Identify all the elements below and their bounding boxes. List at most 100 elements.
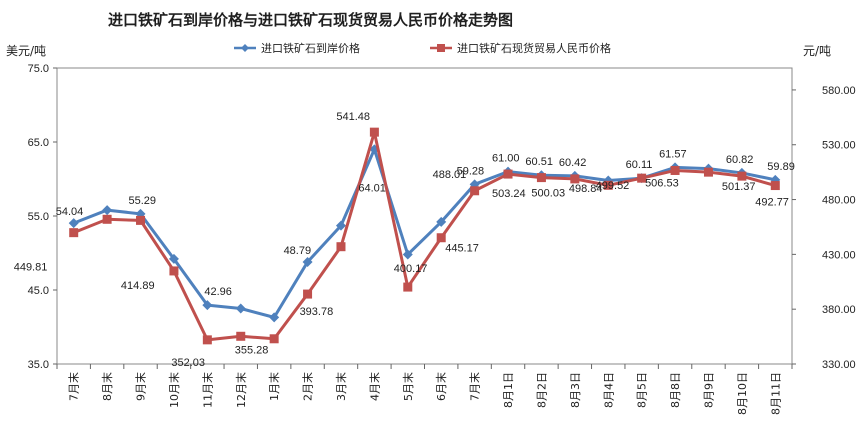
legend-entry: 进口铁矿石到岸价格 <box>261 41 360 55</box>
chart-title: 进口铁矿石到岸价格与进口铁矿石现货贸易人民币价格走势图 <box>108 11 513 29</box>
x-tick-label: 12月末 <box>234 372 248 408</box>
x-tick-label: 8月2日 <box>535 372 548 408</box>
x-tick-label: 3月末 <box>334 372 348 401</box>
x-tick-label: 11月末 <box>200 372 214 408</box>
data-label: 61.00 <box>492 153 520 165</box>
data-point <box>770 181 780 191</box>
data-label: 499.52 <box>596 180 630 192</box>
data-point <box>436 233 446 243</box>
data-point <box>436 216 447 227</box>
left-tick-label: 35.0 <box>28 359 49 371</box>
x-tick-label: 2月末 <box>301 372 315 401</box>
data-label: 445.17 <box>445 243 479 255</box>
x-tick-label: 7月末 <box>67 372 81 401</box>
data-point <box>68 218 79 229</box>
right-tick-label: 480.00 <box>822 195 856 207</box>
data-label: 60.42 <box>559 157 587 169</box>
data-label: 59.89 <box>767 161 795 173</box>
data-label: 352.03 <box>171 357 205 369</box>
data-label: 492.77 <box>755 197 789 209</box>
axes: 35.0 45.0 55.0 65.0 75.0 330.00 380.00 430.00 48… <box>28 63 856 415</box>
data-point <box>603 180 613 190</box>
data-point <box>403 282 413 292</box>
x-tick-label: 9月末 <box>134 372 148 401</box>
data-point <box>536 173 546 183</box>
data-point <box>570 174 580 184</box>
data-point <box>269 312 280 323</box>
data-point <box>202 300 213 311</box>
data-point <box>302 256 313 267</box>
x-tick-label: 6月末 <box>434 372 448 401</box>
series-line <box>73 147 776 319</box>
left-tick-label: 75.0 <box>28 63 49 75</box>
x-tick-label: 8月9日 <box>702 372 715 408</box>
x-tick-label: 8月3日 <box>569 372 582 408</box>
data-point <box>503 169 513 179</box>
data-label: 59.28 <box>457 165 485 177</box>
data-point <box>235 303 246 314</box>
x-tick-label: 8月5日 <box>636 372 649 408</box>
data-point <box>637 173 647 183</box>
right-tick-label: 580.00 <box>822 85 856 97</box>
data-point <box>737 171 747 181</box>
data-point <box>369 127 379 137</box>
data-point <box>703 167 713 177</box>
data-point <box>336 242 346 252</box>
data-label: 60.11 <box>626 159 653 171</box>
x-tick-label: 7月末 <box>468 372 482 401</box>
data-point <box>303 289 313 299</box>
x-tick-label: 8月4日 <box>602 372 615 408</box>
data-point <box>335 220 346 231</box>
data-label: 60.51 <box>525 156 553 168</box>
data-point <box>402 249 413 260</box>
legend-marker <box>437 44 445 52</box>
left-tick-label: 55.0 <box>28 211 49 223</box>
data-label: 449.81 <box>14 262 48 274</box>
data-label: 393.78 <box>300 306 334 318</box>
data-labels: 54.04 55.29 42.96 48.79 64.01 59.28 61.00 60.51… <box>14 111 795 369</box>
data-label: 488.01 <box>433 169 467 181</box>
data-point <box>102 214 112 224</box>
x-tick-label: 4月末 <box>367 372 381 401</box>
data-point <box>169 266 179 276</box>
x-tick-label: 1月末 <box>267 372 281 401</box>
left-tick-label: 65.0 <box>28 137 49 149</box>
right-tick-label: 530.00 <box>822 140 856 152</box>
x-tick-label: 8月1日 <box>502 372 515 408</box>
data-point <box>236 331 246 341</box>
data-point <box>202 335 212 345</box>
data-label: 541.48 <box>336 111 370 123</box>
data-label: 503.24 <box>492 188 526 200</box>
data-point <box>69 228 79 238</box>
data-point <box>136 215 146 225</box>
x-tick-label: 8月8日 <box>669 372 682 408</box>
data-label: 355.28 <box>235 344 269 356</box>
data-label: 60.82 <box>726 154 754 166</box>
data-point <box>470 186 480 196</box>
data-point <box>670 165 680 175</box>
legend: 进口铁矿石到岸价格 进口铁矿石现货贸易人民币价格 <box>234 41 611 55</box>
data-label: 42.96 <box>204 286 232 298</box>
x-tick-label: 8月10日 <box>736 372 749 415</box>
x-tick-label: 5月末 <box>401 372 415 401</box>
data-label: 500.03 <box>531 188 565 200</box>
right-tick-label: 380.00 <box>822 304 856 316</box>
plot-area <box>56 67 793 365</box>
x-tick-label: 8月末 <box>100 372 114 401</box>
data-point <box>102 205 113 216</box>
data-label: 64.01 <box>358 182 386 194</box>
right-tick-label: 330.00 <box>822 359 856 371</box>
right-axis-unit: 元/吨 <box>803 44 831 58</box>
data-point <box>269 334 279 344</box>
left-axis-unit: 美元/吨 <box>6 44 46 58</box>
data-label: 61.57 <box>659 148 687 160</box>
data-label: 414.89 <box>121 280 155 292</box>
series-line <box>73 130 776 342</box>
x-tick-label: 8月11日 <box>769 372 782 415</box>
data-label: 55.29 <box>129 195 157 207</box>
left-tick-label: 45.0 <box>28 285 49 297</box>
data-point <box>168 253 179 264</box>
data-label: 54.04 <box>56 206 84 218</box>
legend-entry: 进口铁矿石现货贸易人民币价格 <box>457 41 611 55</box>
